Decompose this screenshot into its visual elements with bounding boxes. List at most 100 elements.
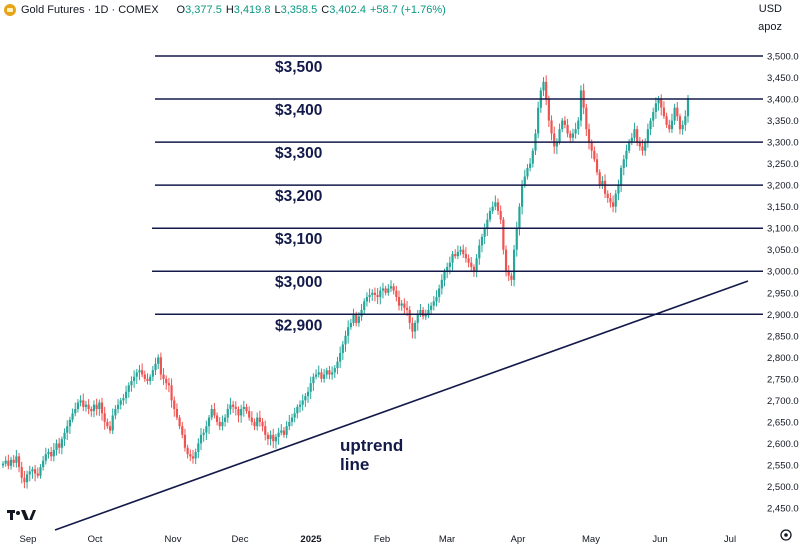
- candle-body: [157, 357, 160, 364]
- candle-body: [373, 292, 377, 295]
- chart-header: Gold Futures · 1D · COMEX O 3,377.5 H 3,41…: [0, 0, 760, 20]
- candle-body: [52, 449, 55, 457]
- level-label: $3,000: [275, 274, 322, 291]
- candle-body: [507, 271, 510, 276]
- candle-body: [162, 374, 165, 379]
- low-label: L: [274, 4, 281, 16]
- candle-body: [232, 404, 235, 407]
- candle-body: [87, 404, 90, 409]
- candle-body: [427, 309, 430, 315]
- y-tick-label: 3,400.0: [767, 95, 799, 106]
- candle-body: [681, 124, 684, 130]
- candle-body: [202, 432, 205, 435]
- candle-body: [641, 146, 644, 151]
- candle-body: [183, 434, 187, 448]
- y-tick-label: 3,300.0: [767, 138, 799, 149]
- candle-body: [363, 301, 366, 310]
- high-label: H: [225, 4, 234, 16]
- candle-body: [435, 297, 438, 302]
- candle-body: [395, 290, 398, 298]
- candle-body: [293, 413, 296, 418]
- level-label: $3,300: [275, 145, 322, 162]
- candle-body: [668, 124, 671, 130]
- candle-body: [480, 236, 484, 246]
- y-tick-label: 2,750.0: [767, 374, 799, 385]
- candle-body: [111, 415, 114, 431]
- candle-body: [280, 430, 283, 433]
- candle-body: [12, 459, 15, 463]
- candle-body: [167, 383, 170, 386]
- y-tick-label: 3,050.0: [767, 245, 799, 256]
- candle-body: [90, 408, 93, 412]
- candle-body: [154, 363, 157, 371]
- candle-body: [178, 417, 181, 427]
- candle-body: [39, 467, 42, 476]
- candle-body: [662, 107, 666, 117]
- candle-body: [443, 271, 446, 280]
- candle-body: [601, 180, 604, 186]
- candle-body: [636, 129, 639, 143]
- candle-body: [242, 406, 245, 409]
- candle-body: [285, 426, 288, 435]
- candle-body: [558, 129, 561, 143]
- candle-body: [526, 167, 529, 177]
- candle-body: [456, 251, 459, 257]
- candle-body: [518, 206, 521, 229]
- candle-body: [135, 372, 138, 377]
- scale-mode-label[interactable]: apoz: [758, 21, 782, 33]
- candle-body: [555, 142, 558, 147]
- candle-body: [237, 408, 240, 416]
- candle-body: [248, 411, 251, 418]
- candle-body: [587, 129, 591, 143]
- candle-body: [325, 370, 328, 375]
- settings-icon[interactable]: [780, 529, 792, 541]
- candle-body: [574, 129, 577, 134]
- candle-body: [673, 107, 676, 121]
- candle-body: [566, 124, 569, 134]
- candles-layer: [1, 75, 690, 489]
- candle-body: [352, 314, 355, 323]
- candle-body: [467, 258, 470, 263]
- candle-body: [296, 406, 299, 414]
- candle-body: [438, 288, 441, 298]
- candle-body: [644, 142, 647, 151]
- candle-body: [226, 408, 229, 418]
- candle-body: [400, 303, 403, 306]
- candle-body: [571, 133, 575, 138]
- y-tick-label: 3,150.0: [767, 202, 799, 213]
- candle-body: [25, 474, 29, 483]
- x-tick-label: Jul: [724, 534, 736, 545]
- candle-body: [106, 421, 109, 427]
- level-label: $3,400: [275, 102, 322, 119]
- change-value: +58.7 (+1.76%): [369, 4, 446, 16]
- candle-body: [381, 288, 385, 291]
- candle-body: [451, 254, 454, 263]
- candle-body: [464, 254, 468, 259]
- candle-body: [341, 344, 344, 354]
- candle-body: [23, 477, 26, 483]
- y-tick-label: 2,900.0: [767, 310, 799, 321]
- candle-body: [686, 98, 690, 117]
- candle-body: [416, 314, 419, 323]
- candle-body: [68, 419, 71, 427]
- x-tick-label: Feb: [374, 534, 390, 545]
- candle-body: [76, 402, 80, 409]
- candle-body: [124, 391, 128, 399]
- candle-body: [108, 426, 112, 431]
- tradingview-logo-icon: [7, 510, 36, 520]
- candle-body: [15, 456, 18, 463]
- candle-body: [143, 374, 146, 379]
- candle-body: [194, 452, 197, 459]
- candle-body: [387, 288, 390, 293]
- candle-body: [419, 309, 422, 315]
- candle-body: [392, 286, 395, 291]
- candle-body: [261, 421, 264, 427]
- symbol-title[interactable]: Gold Futures · 1D · COMEX: [21, 4, 159, 16]
- currency-label[interactable]: USD: [758, 3, 782, 15]
- y-tick-label: 3,450.0: [767, 73, 799, 84]
- y-tick-label: 2,550.0: [767, 460, 799, 471]
- candle-body: [606, 193, 609, 199]
- candle-body: [130, 381, 133, 386]
- candle-body: [264, 426, 267, 435]
